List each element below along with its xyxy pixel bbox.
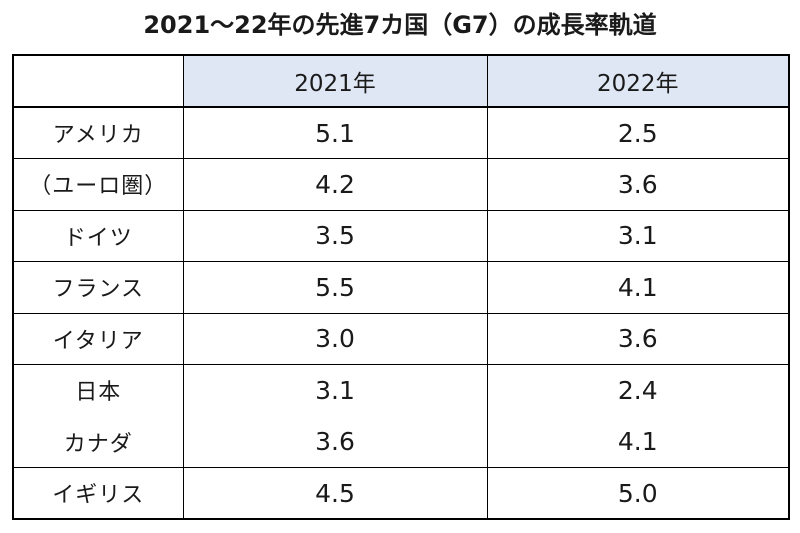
value-2021: 3.5 — [182, 209, 488, 262]
table-row: イギリス 4.5 5.0 — [12, 467, 790, 520]
growth-rate-table: 2021年 2022年 アメリカ 5.1 2.5 （ユーロ圏） 4.2 3.6 … — [12, 54, 790, 520]
value-2022: 4.1 — [486, 261, 790, 314]
value-2021: 5.1 — [182, 106, 488, 159]
table-title: 2021～22年の先進7カ国（G7）の成長率軌道 — [143, 11, 657, 39]
value-2022: 4.1 — [486, 415, 790, 468]
value-2021: 5.5 — [182, 261, 488, 314]
country-label: イタリア — [12, 312, 184, 365]
value-2021: 3.6 — [182, 415, 488, 468]
value-2022: 3.1 — [486, 209, 790, 262]
value-2022: 2.5 — [486, 106, 790, 159]
country-label: ドイツ — [12, 209, 184, 262]
country-label: フランス — [12, 261, 184, 314]
corner-header-cell — [12, 54, 184, 108]
table-row: （ユーロ圏） 4.2 3.6 — [12, 158, 790, 211]
table-row: アメリカ 5.1 2.5 — [12, 106, 790, 159]
table-row: ドイツ 3.5 3.1 — [12, 209, 790, 262]
country-label: アメリカ — [12, 106, 184, 159]
country-label: （ユーロ圏） — [12, 158, 184, 211]
value-2021: 4.5 — [182, 467, 488, 520]
table-row: イタリア 3.0 3.6 — [12, 312, 790, 365]
value-2021: 3.0 — [182, 312, 488, 365]
country-label: 日本 — [12, 364, 184, 416]
country-label: イギリス — [12, 467, 184, 520]
value-2021: 3.1 — [182, 364, 488, 416]
country-label: カナダ — [12, 415, 184, 468]
value-2022: 2.4 — [486, 364, 790, 416]
header-2021: 2021年 — [182, 54, 488, 108]
value-2022: 3.6 — [486, 158, 790, 211]
table-row: カナダ 3.6 4.1 — [12, 415, 790, 468]
value-2022: 5.0 — [486, 467, 790, 520]
table-row: 日本 3.1 2.4 — [12, 364, 790, 416]
value-2021: 4.2 — [182, 158, 488, 211]
table-row: フランス 5.5 4.1 — [12, 261, 790, 314]
header-2022: 2022年 — [486, 54, 790, 108]
value-2022: 3.6 — [486, 312, 790, 365]
header-row: 2021年 2022年 — [12, 54, 790, 108]
